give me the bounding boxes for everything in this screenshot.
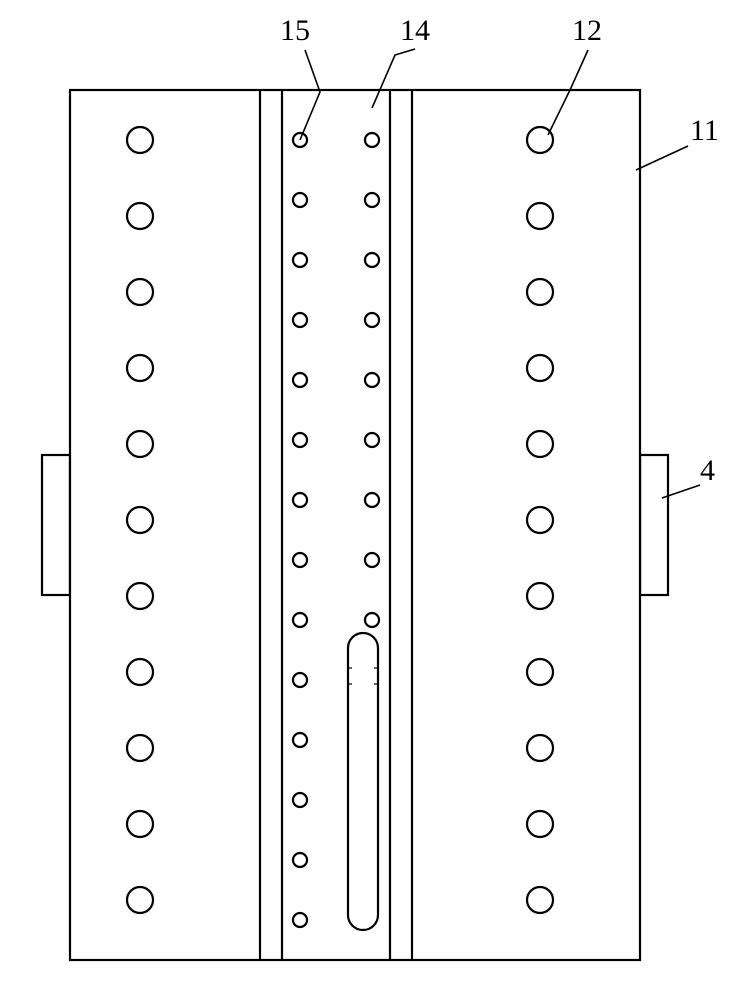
label-4: 4 <box>700 454 715 487</box>
label-14: 14 <box>400 14 430 47</box>
label-11: 11 <box>690 114 719 147</box>
label-15: 15 <box>280 14 310 47</box>
plate-outline <box>70 90 640 960</box>
label-12: 12 <box>572 14 602 47</box>
